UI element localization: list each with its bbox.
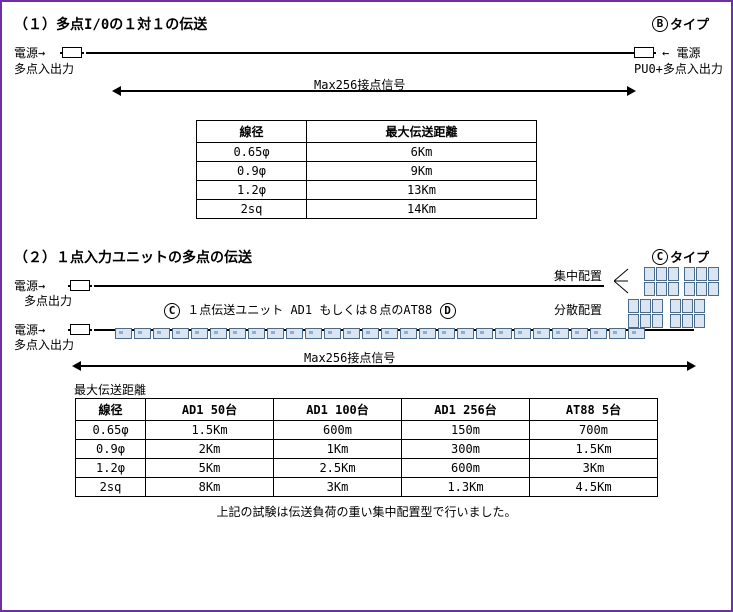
s2-span-row: Max256接点信号 bbox=[14, 349, 719, 375]
transmission-unit-icon bbox=[286, 328, 303, 339]
table-row: 0.9φ9Km bbox=[197, 162, 537, 181]
table-row: 0.9φ2Km1Km300m1.5Km bbox=[76, 440, 658, 459]
section2-title: （２）１点入力ユニットの多点の伝送 bbox=[14, 247, 719, 267]
transmission-unit-icon bbox=[134, 328, 151, 339]
section1-title: （１）多点I/0の１対１の伝送 bbox=[14, 14, 719, 34]
s2-diagram-top: 電源→ 多点出力 集中配置 bbox=[14, 275, 719, 301]
transmission-unit-icon bbox=[533, 328, 550, 339]
table-row: 2sq14Km bbox=[197, 200, 537, 219]
transmission-unit-icon bbox=[400, 328, 417, 339]
transmission-unit-icon bbox=[267, 328, 284, 339]
section1-table: 線径 最大伝送距離 0.65φ6Km0.9φ9Km1.2φ13Km2sq14Km bbox=[196, 120, 537, 219]
s2-mid-label-row: C １点伝送ユニット AD1 もしくは８点のAT88 D 分散配置 bbox=[14, 301, 719, 319]
s2-distributed-label: 分散配置 bbox=[554, 301, 602, 318]
s2-top-line bbox=[94, 285, 604, 287]
s1-left-power: 電源→ bbox=[14, 44, 45, 61]
s1-th-1: 最大伝送距離 bbox=[307, 121, 537, 143]
section2-table: 線径AD1 50台AD1 100台AD1 256台AT88 5台 0.65φ1.… bbox=[75, 398, 658, 497]
s1-span-label: Max256接点信号 bbox=[314, 76, 405, 93]
section-1: （１）多点I/0の１対１の伝送 B タイプ 電源→ 多点入出力 ← 電源 PU0… bbox=[14, 14, 719, 219]
transmission-unit-icon bbox=[229, 328, 246, 339]
transmission-unit-icon bbox=[495, 328, 512, 339]
transmission-unit-icon bbox=[153, 328, 170, 339]
s2-span-label: Max256接点信号 bbox=[304, 349, 395, 366]
table-row: 1.2φ13Km bbox=[197, 181, 537, 200]
transmission-unit-icon bbox=[438, 328, 455, 339]
table-row: 2sq8Km3Km1.3Km4.5Km bbox=[76, 478, 658, 497]
transmission-unit-icon bbox=[476, 328, 493, 339]
section1-diagram: 電源→ 多点入出力 ← 電源 PU0+多点入出力 bbox=[14, 42, 719, 72]
page: （１）多点I/0の１対１の伝送 B タイプ 電源→ 多点入出力 ← 電源 PU0… bbox=[0, 0, 733, 612]
table-row: 0.65φ1.5Km600m150m700m bbox=[76, 421, 658, 440]
transmission-unit-icon bbox=[172, 328, 189, 339]
s1-span-row: Max256接点信号 bbox=[14, 76, 719, 102]
table-row: 1.2φ5Km2.5Km600m3Km bbox=[76, 459, 658, 478]
transmission-unit-icon bbox=[457, 328, 474, 339]
transmission-unit-icon bbox=[609, 328, 626, 339]
s2-table-title: 最大伝送距離 bbox=[74, 381, 719, 398]
transmission-unit-icon bbox=[191, 328, 208, 339]
concentrated-cluster-icon bbox=[614, 267, 644, 299]
section-2: （２）１点入力ユニットの多点の伝送 C タイプ 電源→ 多点出力 集中配置 C bbox=[14, 247, 719, 520]
transmission-unit-icon bbox=[571, 328, 588, 339]
section2-type-badge: C タイプ bbox=[652, 247, 709, 266]
s1-right-sub: PU0+多点入出力 bbox=[634, 60, 723, 77]
s2-device1-icon bbox=[70, 280, 90, 291]
unit-row bbox=[114, 323, 646, 342]
section1-type-badge: B タイプ bbox=[652, 14, 709, 33]
badge-letter-c: C bbox=[652, 249, 668, 265]
transmission-unit-icon bbox=[305, 328, 322, 339]
s2-diagram-bottom: 電源→ 多点入出力 bbox=[14, 319, 719, 349]
table-row: 0.65φ6Km bbox=[197, 143, 537, 162]
badge-suffix: タイプ bbox=[670, 14, 709, 33]
transmission-unit-icon bbox=[248, 328, 265, 339]
transmission-unit-icon bbox=[381, 328, 398, 339]
transmission-unit-icon bbox=[343, 328, 360, 339]
s1-right-power: ← 電源 bbox=[662, 44, 700, 61]
s2-span-arrow bbox=[74, 365, 694, 367]
transmission-unit-icon bbox=[115, 328, 132, 339]
transmission-unit-icon bbox=[590, 328, 607, 339]
s1-th-0: 線径 bbox=[197, 121, 307, 143]
badge-letter-b: B bbox=[652, 16, 668, 32]
transmission-unit-icon bbox=[210, 328, 227, 339]
transmission-unit-icon bbox=[552, 328, 569, 339]
transmission-unit-icon bbox=[419, 328, 436, 339]
s2-mid-label: C １点伝送ユニット AD1 もしくは８点のAT88 D bbox=[164, 301, 456, 319]
s1-left-sub: 多点入出力 bbox=[14, 60, 74, 77]
device-left-icon bbox=[62, 47, 82, 58]
s1-link-line bbox=[86, 52, 634, 54]
device-right-icon bbox=[634, 47, 654, 58]
transmission-unit-icon bbox=[362, 328, 379, 339]
transmission-unit-icon bbox=[514, 328, 531, 339]
badge-suffix-2: タイプ bbox=[670, 247, 709, 266]
conc-grid-1 bbox=[644, 267, 679, 296]
conc-grid-2 bbox=[684, 267, 719, 296]
s2-concentrated-label: 集中配置 bbox=[554, 267, 602, 284]
transmission-unit-icon bbox=[628, 328, 645, 339]
transmission-unit-icon bbox=[324, 328, 341, 339]
s2-device2-icon bbox=[70, 324, 90, 335]
section2-footnote: 上記の試験は伝送負荷の重い集中配置型で行いました。 bbox=[14, 503, 719, 520]
